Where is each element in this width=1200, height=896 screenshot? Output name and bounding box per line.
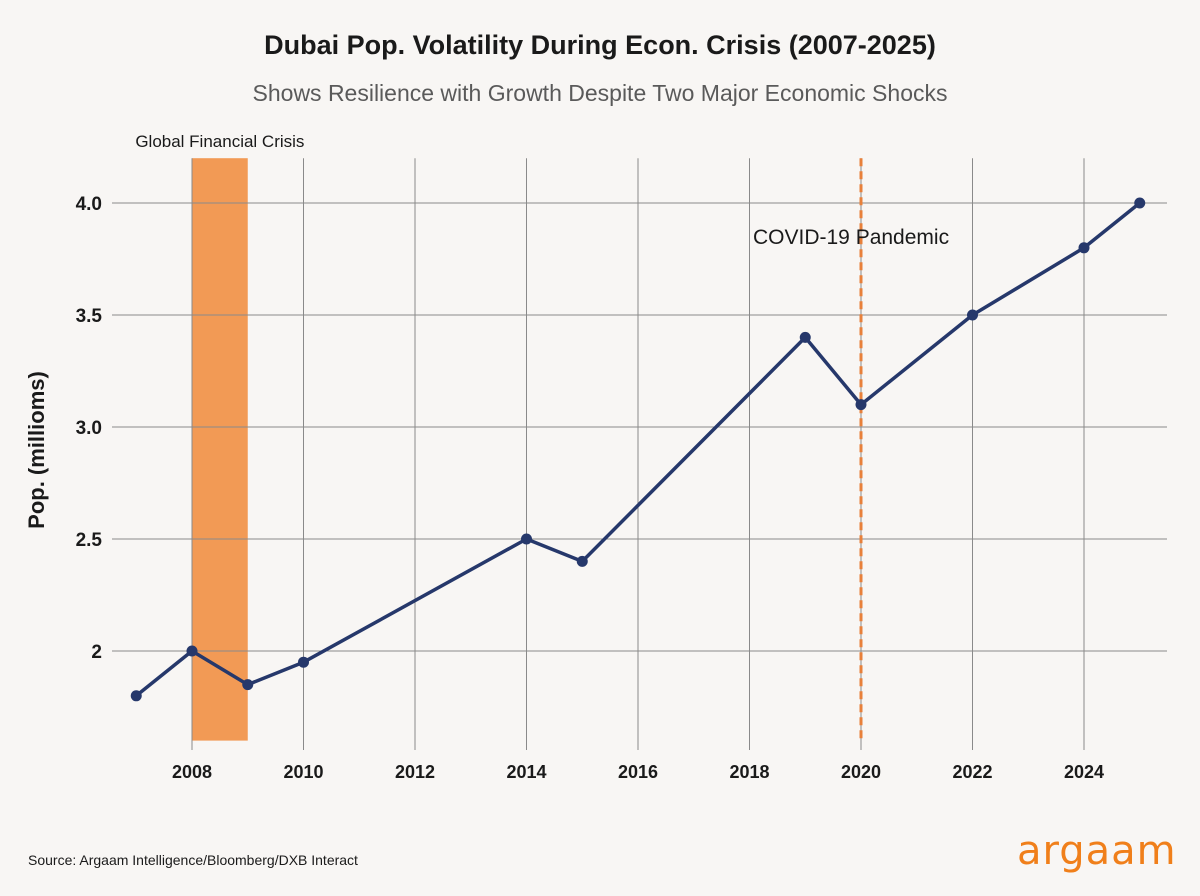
x-tick-label: 2018: [729, 762, 769, 782]
data-point: [967, 309, 978, 321]
y-tick-label: 4.0: [76, 194, 102, 215]
data-point: [1134, 197, 1146, 209]
data-point: [1078, 242, 1090, 254]
data-point: [130, 690, 142, 702]
y-tick-label: 3.5: [76, 306, 103, 327]
x-tick-label: 2022: [952, 762, 992, 782]
x-tick-label: 2016: [618, 762, 658, 782]
data-point: [576, 555, 588, 567]
covid-vline-label: COVID-19 Pandemic: [753, 226, 949, 249]
data-point: [799, 331, 811, 343]
data-point: [521, 533, 532, 545]
crisis-span-label: Global Financial Crisis: [135, 132, 304, 151]
data-point: [298, 656, 309, 668]
chart-title: Dubai Pop. Volatility During Econ. Crisi…: [264, 30, 936, 60]
argaam-logo: argaam: [1017, 828, 1177, 874]
data-point: [242, 679, 254, 691]
data-point: [855, 399, 867, 411]
crisis-span: [192, 158, 248, 741]
x-tick-label: 2012: [395, 762, 435, 782]
data-point: [186, 645, 198, 657]
x-tick-label: 2010: [283, 762, 323, 782]
y-tick-label: 2: [91, 642, 102, 663]
x-tick-label: 2024: [1064, 762, 1104, 782]
source-note: Source: Argaam Intelligence/Bloomberg/DX…: [28, 852, 358, 868]
y-tick-label: 3.0: [76, 418, 102, 439]
y-axis-label: Pop. (millioms): [24, 371, 49, 529]
y-tick-label: 2.5: [76, 530, 103, 551]
x-tick-label: 2008: [172, 762, 212, 782]
chart-subtitle: Shows Resilience with Growth Despite Two…: [252, 80, 948, 106]
x-tick-label: 2014: [506, 762, 546, 782]
x-tick-label: 2020: [841, 762, 881, 782]
